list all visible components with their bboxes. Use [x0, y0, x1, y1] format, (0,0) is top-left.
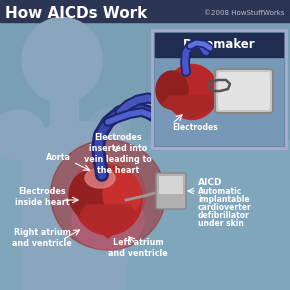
- Text: under skin: under skin: [198, 219, 244, 228]
- Text: How AICDs Work: How AICDs Work: [5, 6, 147, 21]
- Ellipse shape: [22, 17, 102, 102]
- Text: defibrillator: defibrillator: [198, 211, 250, 220]
- Ellipse shape: [69, 171, 111, 219]
- Ellipse shape: [85, 168, 115, 188]
- Bar: [0, 0, 290, 22]
- Text: ©2008 HowStuffWorks: ©2008 HowStuffWorks: [204, 10, 285, 16]
- Bar: [152, 30, 286, 148]
- Text: Left atrium
and ventricle: Left atrium and ventricle: [108, 238, 168, 258]
- Ellipse shape: [156, 71, 188, 109]
- FancyBboxPatch shape: [218, 72, 270, 110]
- Text: implantable: implantable: [198, 195, 250, 204]
- Text: AICD: AICD: [198, 178, 222, 187]
- Bar: [155, 33, 283, 145]
- Ellipse shape: [74, 165, 142, 235]
- Ellipse shape: [50, 140, 166, 250]
- Bar: [50, 98, 78, 128]
- Text: cardioverter: cardioverter: [198, 203, 252, 212]
- Text: Right atrium
and ventricle: Right atrium and ventricle: [12, 228, 72, 248]
- Ellipse shape: [72, 190, 144, 250]
- FancyBboxPatch shape: [156, 173, 186, 209]
- Text: Electrodes
inserted into
vein leading to
the heart: Electrodes inserted into vein leading to…: [84, 133, 152, 175]
- Bar: [0, 140, 290, 290]
- Ellipse shape: [166, 64, 218, 119]
- Ellipse shape: [0, 110, 46, 160]
- Polygon shape: [162, 96, 218, 118]
- Polygon shape: [22, 122, 132, 290]
- Ellipse shape: [103, 172, 141, 216]
- Text: Pacemaker: Pacemaker: [183, 39, 255, 52]
- Text: Automatic: Automatic: [198, 187, 242, 196]
- Bar: [155, 33, 283, 57]
- Ellipse shape: [70, 157, 146, 233]
- Text: Electrodes: Electrodes: [172, 122, 218, 131]
- Text: Aorta: Aorta: [46, 153, 70, 162]
- Polygon shape: [80, 205, 136, 238]
- Ellipse shape: [90, 108, 130, 142]
- FancyBboxPatch shape: [159, 176, 183, 194]
- Text: Electrodes
inside heart: Electrodes inside heart: [15, 187, 69, 207]
- FancyBboxPatch shape: [215, 69, 273, 113]
